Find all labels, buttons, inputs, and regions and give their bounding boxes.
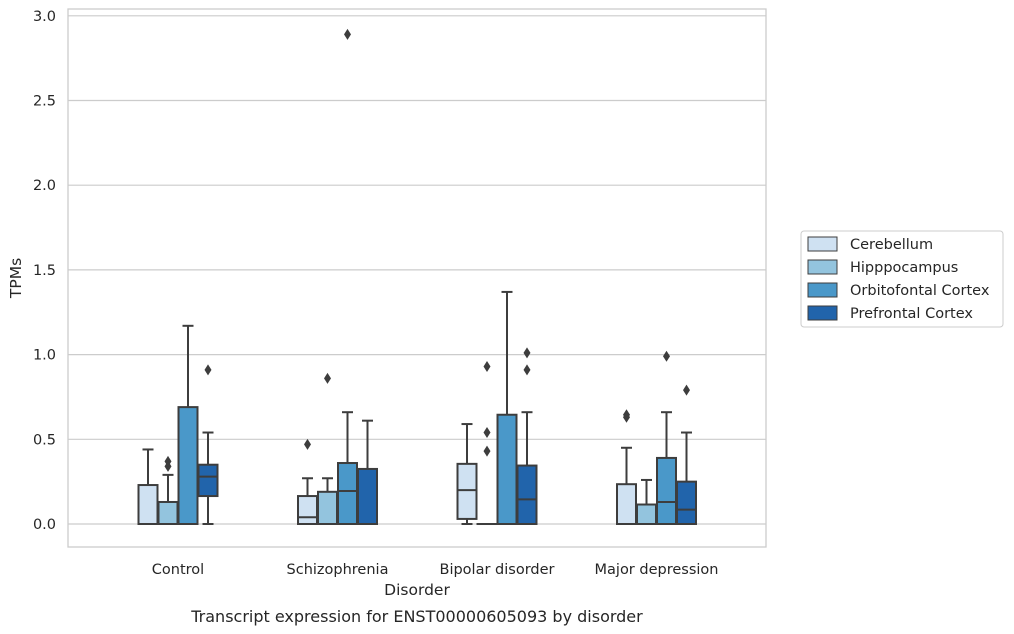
legend-item: Hipppocampus	[807, 259, 958, 276]
x-tick-label: Major depression	[595, 562, 719, 578]
legend-swatch	[807, 305, 838, 321]
outlier-point	[623, 409, 630, 421]
box	[636, 478, 657, 526]
box	[357, 419, 378, 526]
box-body	[496, 413, 518, 525]
y-tick-label: 2.5	[33, 94, 56, 110]
legend-swatch	[807, 236, 838, 252]
box-body	[197, 463, 219, 498]
legend-swatch	[807, 282, 838, 298]
legend-item: Orbitofontal Cortex	[807, 282, 990, 299]
outlier-point	[483, 360, 491, 372]
y-tick-labels: 0.0 0.5 1.0 1.5 2.0 2.5 3.0	[33, 9, 56, 533]
outlier-point	[523, 347, 531, 359]
box	[177, 324, 199, 526]
plot-frame	[67, 8, 767, 548]
outlier-point	[663, 350, 670, 362]
box-groups	[137, 28, 697, 526]
outlier-point	[483, 445, 491, 457]
box-body	[616, 483, 637, 526]
outlier-point	[204, 364, 212, 376]
box-body	[456, 462, 478, 520]
box-body	[636, 503, 657, 526]
box	[516, 347, 538, 526]
box	[656, 350, 677, 525]
box-body	[177, 406, 199, 526]
outlier-point	[344, 28, 351, 40]
box-body	[337, 462, 358, 525]
outlier-point	[683, 384, 690, 396]
chart-caption: Transcript expression for ENST0000060509…	[190, 607, 643, 626]
box-body	[317, 490, 338, 525]
legend-frame	[800, 230, 1004, 328]
legend-label: Cerebellum	[850, 237, 933, 253]
box-body	[137, 484, 159, 525]
box-body	[297, 495, 318, 526]
legend-label: Prefrontal Cortex	[850, 306, 973, 322]
y-tick-label: 0.0	[33, 517, 56, 533]
x-tick-labels: Control Schizophrenia Bipolar disorder Majo…	[152, 562, 719, 578]
x-tick-label: Control	[152, 562, 204, 578]
box	[616, 409, 637, 526]
legend-swatch	[807, 259, 838, 275]
y-tick-label: 1.5	[33, 263, 56, 279]
box	[317, 372, 338, 525]
box	[496, 290, 518, 525]
box-body	[656, 456, 677, 525]
legend-item: Prefrontal Cortex	[807, 305, 973, 322]
box-body	[676, 480, 697, 525]
y-tick-label: 1.0	[33, 348, 56, 364]
legend-label: Orbitofontal Cortex	[850, 283, 990, 299]
box	[676, 384, 697, 525]
y-tick-label: 3.0	[33, 9, 56, 25]
box-body	[357, 467, 378, 526]
box	[456, 423, 478, 525]
outlier-point	[523, 364, 531, 376]
box	[157, 455, 179, 525]
box-body	[516, 464, 538, 526]
legend-item: Cerebellum	[807, 236, 933, 253]
x-axis-label: Disorder	[384, 581, 450, 599]
box	[297, 438, 318, 526]
y-axis-label: TPMs	[7, 258, 25, 299]
legend: Cerebellum Hipppocampus Orbitofontal Corte…	[800, 230, 1004, 328]
outlier-point	[483, 427, 491, 439]
box	[337, 28, 358, 525]
box	[476, 360, 498, 526]
y-tick-label: 2.0	[33, 178, 56, 194]
y-tick-label: 0.5	[33, 432, 56, 448]
box	[197, 364, 219, 525]
box	[137, 448, 159, 525]
outlier-point	[304, 438, 311, 450]
outlier-point	[164, 455, 172, 467]
legend-label: Hipppocampus	[850, 260, 958, 276]
outlier-point	[324, 372, 331, 384]
x-tick-label: Schizophrenia	[287, 562, 389, 578]
box-body	[157, 500, 179, 525]
x-tick-label: Bipolar disorder	[440, 562, 555, 578]
y-gridlines	[68, 15, 766, 525]
